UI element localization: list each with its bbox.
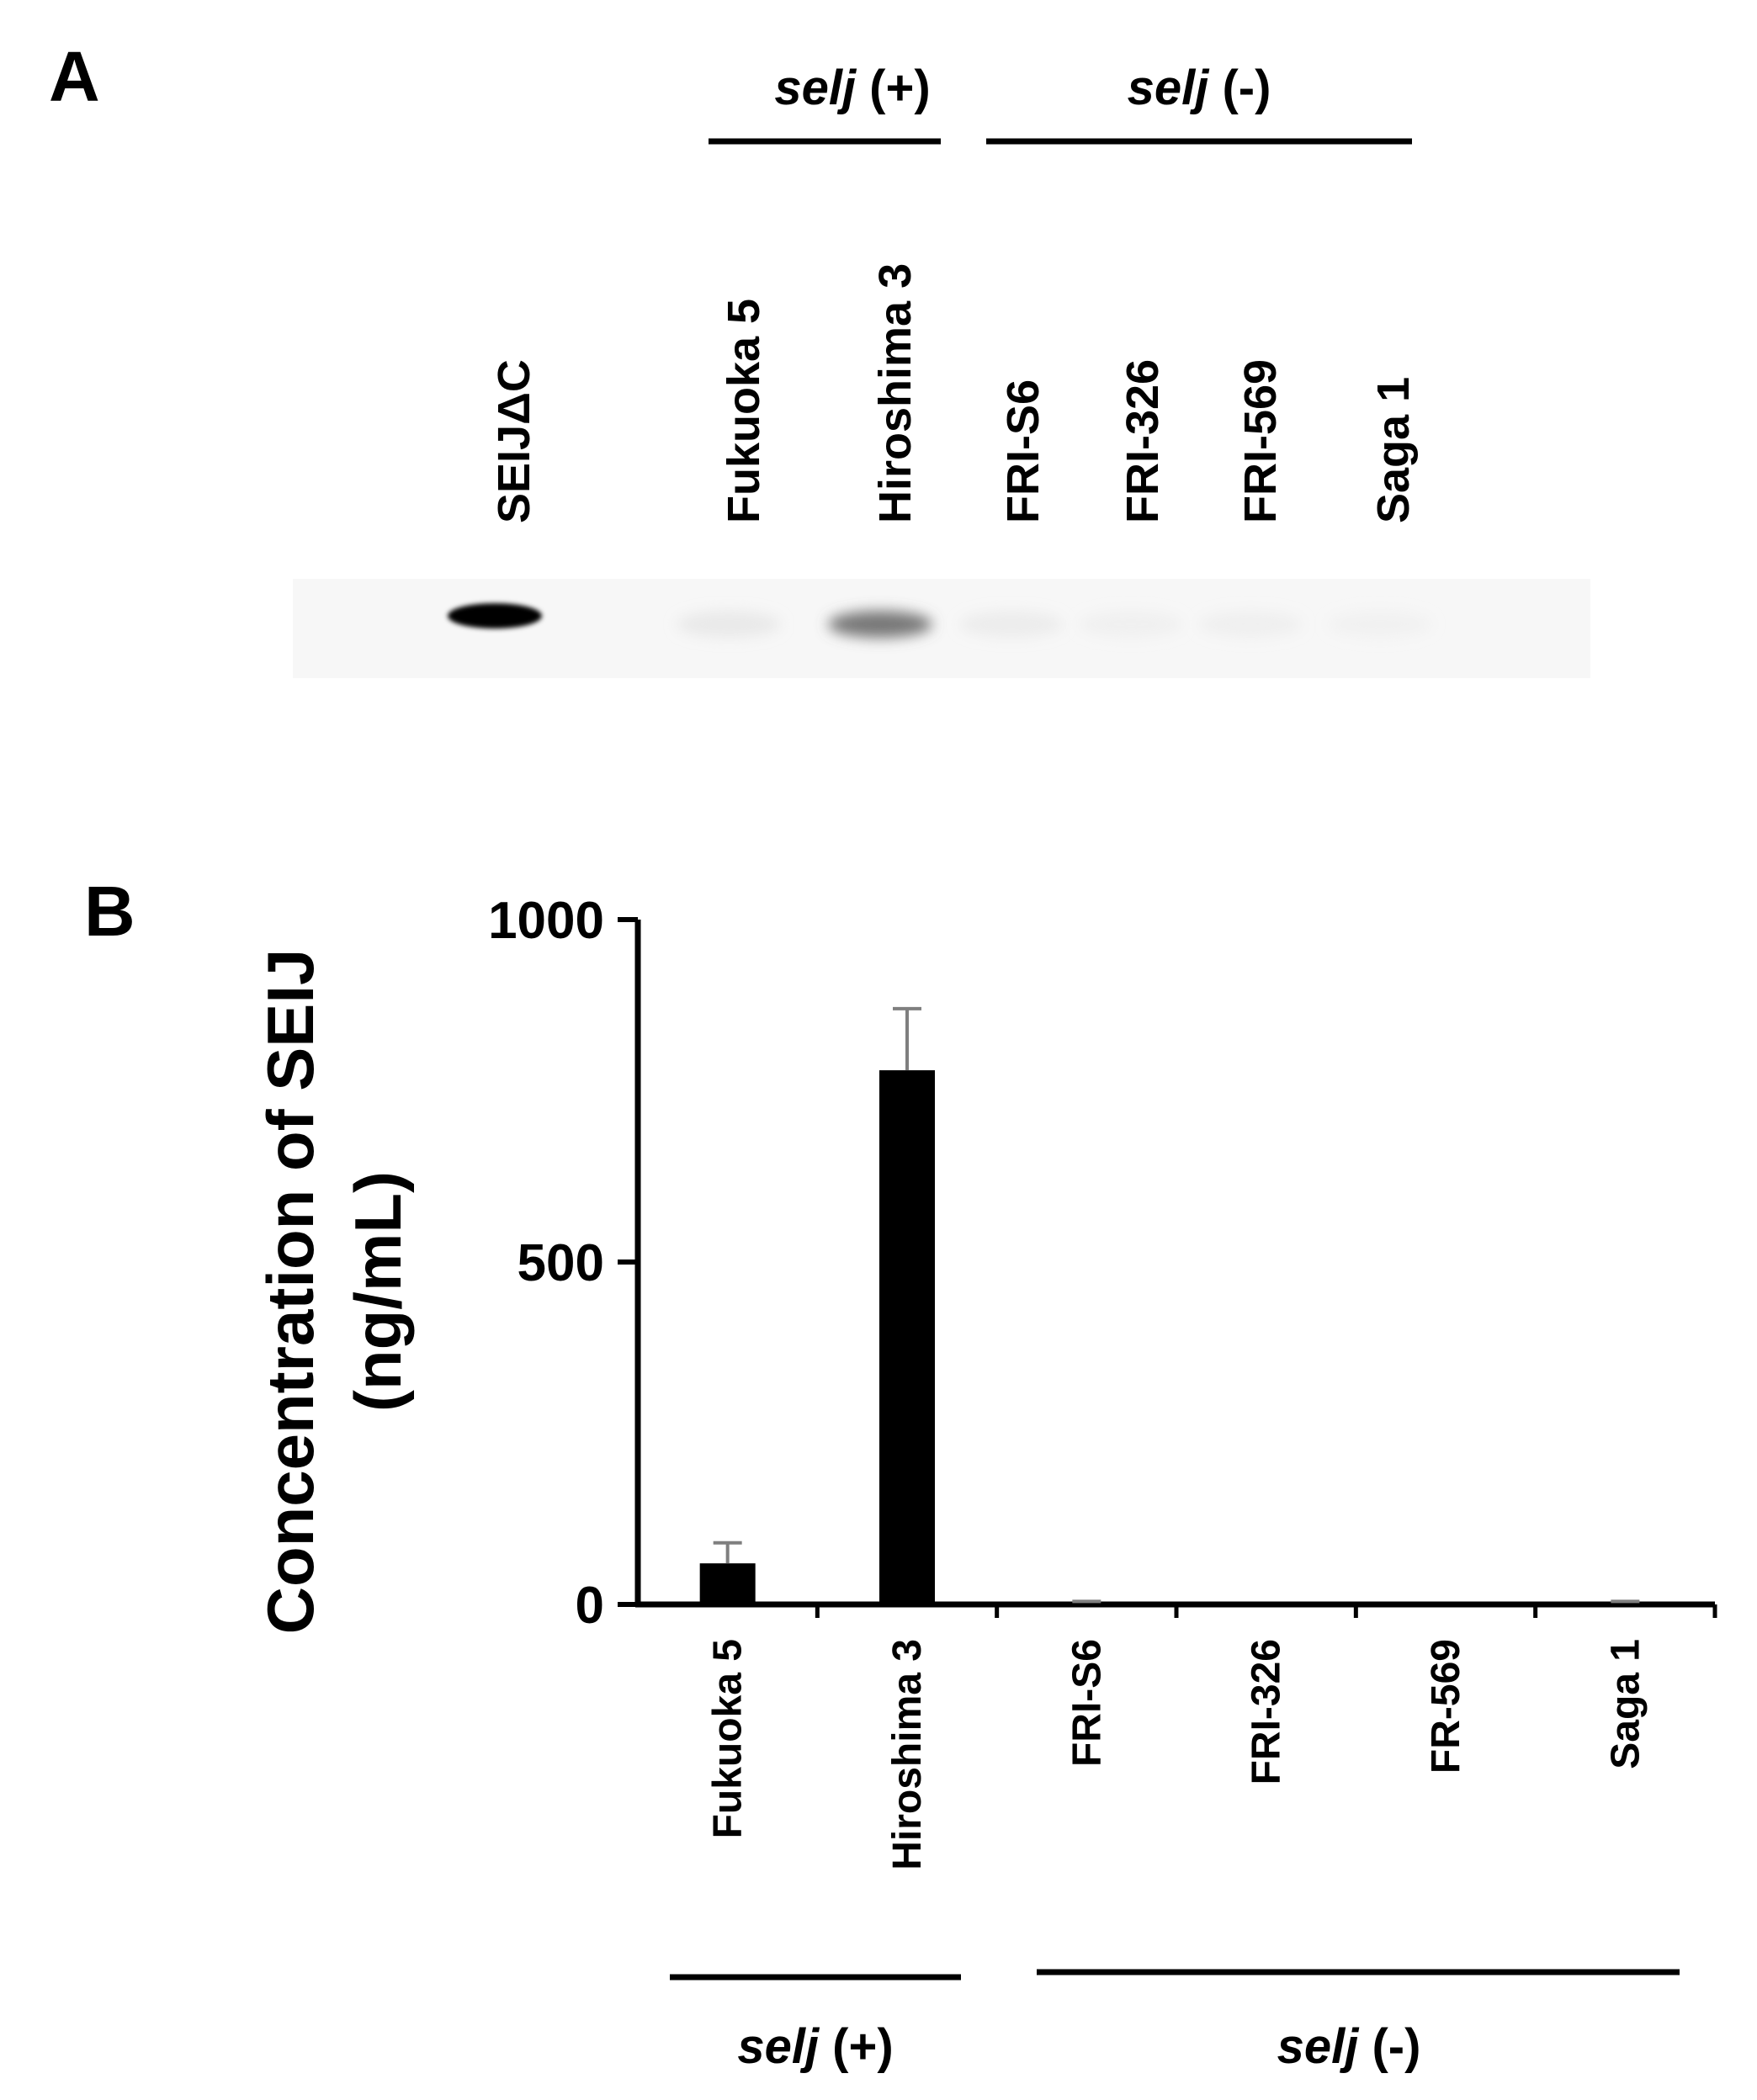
lane-label-hiroshima-3: Hiroshima 3 xyxy=(870,263,921,523)
bar xyxy=(1597,1603,1653,1604)
x-category-label: FRI-S6 xyxy=(1064,1639,1109,1767)
bar xyxy=(879,1070,935,1604)
y-axis-title-line-1: Concentration of SEIJ xyxy=(253,949,327,1635)
bar xyxy=(699,1563,756,1604)
panel-b-group-header-positive: selj (+) xyxy=(737,2019,893,2074)
blot-band xyxy=(1198,611,1303,638)
lane-label-fri-569: FRI-569 xyxy=(1235,359,1286,523)
blot-band xyxy=(1079,611,1183,638)
panel-b-label: B xyxy=(84,872,135,951)
x-category-label: Fukuoka 5 xyxy=(706,1639,751,1838)
y-tick-label: 500 xyxy=(518,1234,604,1292)
panel-a-label: A xyxy=(49,37,100,116)
blot-band xyxy=(1328,611,1432,638)
x-category-label: FR-569 xyxy=(1424,1639,1468,1774)
blot-band xyxy=(828,611,932,638)
y-tick-label: 0 xyxy=(576,1577,604,1635)
lane-label-fri-326: FRI-326 xyxy=(1117,359,1168,523)
x-category-label: FRI-326 xyxy=(1245,1639,1289,1784)
bar-chart: 0 500 1000 Fukuoka 5 Hiroshima 3 FRI-S6 FRI-32… xyxy=(488,892,1717,1870)
blot-band xyxy=(448,603,542,628)
panel-b-group-header-negative: selj (-) xyxy=(1277,2019,1421,2074)
blot-band xyxy=(677,611,781,638)
lane-label-fri-s6: FRI-S6 xyxy=(998,379,1048,523)
lane-label-saga-1: Saga 1 xyxy=(1368,377,1419,523)
western-blot-bands xyxy=(448,603,1432,638)
y-tick-label: 1000 xyxy=(488,892,604,950)
bar xyxy=(1059,1603,1115,1604)
lane-label-fukuoka-5: Fukuoka 5 xyxy=(719,299,769,523)
blot-band xyxy=(959,611,1064,638)
lane-label-seij-delta-c: SEIJΔC xyxy=(489,359,539,523)
panel-a-group-header-negative: selj (-) xyxy=(1128,61,1271,115)
y-axis-title-line-2: (ng/mL) xyxy=(341,1171,415,1412)
x-category-label: Hiroshima 3 xyxy=(885,1639,930,1870)
x-category-label: Saga 1 xyxy=(1603,1639,1648,1769)
panel-a-group-header-positive: selj (+) xyxy=(774,61,930,115)
